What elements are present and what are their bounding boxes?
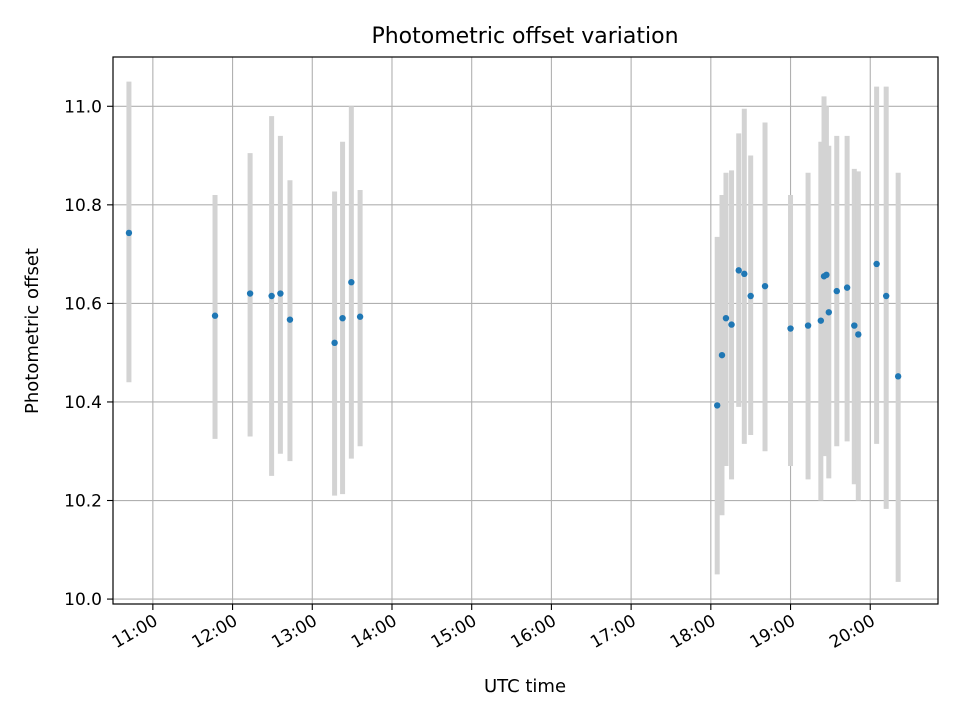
data-point <box>817 317 825 324</box>
data-point <box>268 292 275 300</box>
plot-frame <box>112 56 939 605</box>
y-tick-label: 10.0 <box>64 590 102 610</box>
y-tick-label: 10.2 <box>64 492 102 512</box>
data-point <box>787 325 794 332</box>
data-point <box>246 290 254 297</box>
data-point <box>843 284 851 291</box>
y-tick-label: 10.4 <box>64 393 102 413</box>
data-point <box>356 313 364 320</box>
data-point <box>331 339 338 347</box>
data-point <box>714 402 721 409</box>
data-point <box>735 267 742 274</box>
data-point <box>882 292 890 300</box>
chart-title: Photometric offset variation <box>371 24 678 49</box>
data-point <box>823 271 830 279</box>
y-tick-label: 11.0 <box>64 97 102 117</box>
data-point <box>722 314 730 322</box>
data-point <box>855 331 862 338</box>
data-point <box>873 260 880 268</box>
data-point <box>286 316 294 323</box>
data-point <box>348 279 355 286</box>
data-point <box>747 292 754 300</box>
data-point <box>741 270 748 278</box>
y-tick-label: 10.6 <box>64 294 102 314</box>
data-point <box>804 322 812 329</box>
data-point <box>761 282 769 290</box>
y-axis-ticks: 10.0 10.2 10.4 10.6 10.8 11.0 <box>64 97 113 610</box>
data-point <box>339 314 346 322</box>
data-point <box>894 373 902 380</box>
data-point <box>211 312 219 319</box>
data-point <box>833 287 840 295</box>
data-point <box>728 321 735 328</box>
data-point <box>277 290 284 297</box>
y-axis-label: Photometric offset <box>22 248 43 414</box>
data-point <box>825 309 832 316</box>
x-axis-ticks: 11:00 12:00 13:00 14:00 15:00 16:00 17:00 18:00… <box>109 604 879 653</box>
data-point <box>125 229 133 237</box>
data-point <box>851 322 858 329</box>
data-point <box>718 351 726 359</box>
x-axis-label: UTC time <box>484 676 566 697</box>
data-points <box>125 229 902 409</box>
y-tick-label: 10.8 <box>64 196 102 216</box>
grid-lines <box>113 57 938 604</box>
